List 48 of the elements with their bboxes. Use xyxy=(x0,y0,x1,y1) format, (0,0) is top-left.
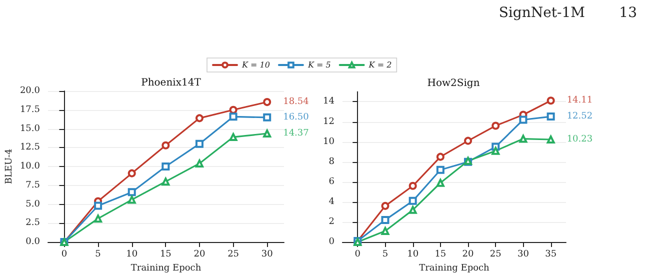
data-label: 14.37 xyxy=(283,128,310,139)
chart-title: How2Sign xyxy=(427,78,480,90)
y-tick-label: 4 xyxy=(328,196,335,207)
y-tick-label: 8 xyxy=(328,156,335,167)
x-tick-label: 25 xyxy=(490,250,502,260)
x-axis-title: Training Epoch xyxy=(419,263,490,274)
x-tick-label: 5 xyxy=(382,250,388,260)
chart-title: Phoenix14T xyxy=(141,78,202,88)
text: SignNet-1M xyxy=(498,5,586,21)
y-tick-label: 5.0 xyxy=(26,199,40,210)
y-tick-label: 2 xyxy=(328,216,334,227)
x-tick-label: 0 xyxy=(61,250,68,260)
y-tick-label: 2.5 xyxy=(26,218,40,228)
y-tick-label: 0.0 xyxy=(26,237,40,247)
y-tick-label: 0 xyxy=(328,237,335,247)
x-tick-label: 15 xyxy=(160,250,172,260)
y-tick-label: 20.0 xyxy=(20,86,40,96)
x-tick-label: 30 xyxy=(261,250,274,260)
y-tick-label: 14 xyxy=(323,96,335,107)
y-tick-label: 12.5 xyxy=(20,142,40,153)
x-tick-label: 10 xyxy=(126,250,138,260)
y-tick-label: 10.0 xyxy=(20,162,40,172)
data-label: 12.52 xyxy=(566,112,593,122)
y-tick-label: 7.5 xyxy=(26,180,40,190)
y-tick-label: 10 xyxy=(323,136,335,147)
x-tick-label: 30 xyxy=(517,250,530,260)
data-label: 18.54 xyxy=(283,97,310,108)
data-label: 10.23 xyxy=(566,134,593,144)
x-tick-label: 0 xyxy=(354,250,361,260)
legend-label: K = 10 xyxy=(241,60,270,70)
y-axis-title: BLEU-4 xyxy=(4,148,14,184)
legend-label: K = 2 xyxy=(368,60,392,70)
y-tick-label: 15.0 xyxy=(20,124,40,134)
x-tick-label: 15 xyxy=(434,250,446,260)
x-tick-label: 5 xyxy=(95,250,102,260)
y-tick-label: 17.5 xyxy=(20,104,40,115)
x-axis-title: Training Epoch xyxy=(130,263,202,274)
y-tick-label: 12 xyxy=(323,116,334,127)
x-tick-label: 10 xyxy=(407,250,419,260)
x-tick-label: 20 xyxy=(194,250,206,260)
data-label: 14.11 xyxy=(566,96,593,106)
legend-label: K = 5 xyxy=(306,60,331,70)
data-label: 16.50 xyxy=(283,112,310,122)
x-tick-label: 35 xyxy=(545,250,557,260)
x-tick-label: 20 xyxy=(462,250,474,260)
x-tick-label: 25 xyxy=(228,250,240,260)
text: 13 xyxy=(619,5,638,21)
y-tick-label: 6 xyxy=(328,176,335,187)
